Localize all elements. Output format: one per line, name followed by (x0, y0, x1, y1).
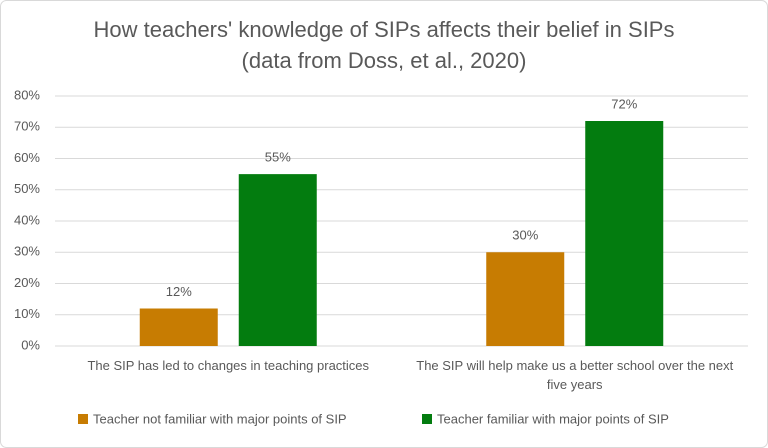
legend-swatch (78, 414, 88, 424)
y-tick-label: 60% (14, 150, 40, 165)
y-tick-label: 10% (14, 306, 40, 321)
chart-title: (data from Doss, et al., 2020) (242, 48, 527, 73)
x-tick-label: The SIP has led to changes in teaching p… (87, 358, 370, 373)
data-label: 55% (265, 150, 291, 165)
bar (238, 174, 317, 346)
y-tick-label: 70% (14, 119, 40, 134)
y-tick-label: 0% (21, 337, 40, 352)
bar (486, 252, 565, 346)
chart-title: How teachers' knowledge of SIPs affects … (94, 17, 675, 42)
y-tick-label: 40% (14, 212, 40, 227)
data-label: 30% (512, 228, 538, 243)
data-label: 12% (166, 284, 192, 299)
x-tick-label: The SIP will help make us a better schoo… (416, 358, 734, 392)
y-tick-label: 80% (14, 87, 40, 102)
y-tick-label: 20% (14, 275, 40, 290)
y-tick-label: 50% (14, 181, 40, 196)
data-label: 72% (611, 96, 637, 111)
legend-label: Teacher familiar with major points of SI… (437, 411, 669, 426)
legend-label: Teacher not familiar with major points o… (93, 411, 347, 426)
y-tick-label: 30% (14, 244, 40, 259)
legend-swatch (422, 414, 432, 424)
bar (139, 308, 218, 346)
bar (585, 121, 664, 346)
